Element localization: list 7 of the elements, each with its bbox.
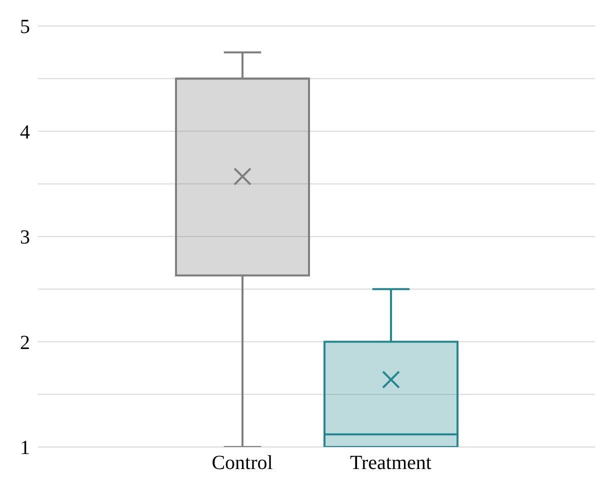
y-tick-label: 3 xyxy=(20,226,30,249)
y-tick-label: 4 xyxy=(20,121,30,144)
y-tick-label: 2 xyxy=(20,332,30,354)
y-tick-label: 5 xyxy=(20,16,30,38)
x-tick-label: Control xyxy=(212,452,274,474)
x-tick-label: Treatment xyxy=(350,452,432,474)
y-tick-label: 1 xyxy=(20,437,30,460)
